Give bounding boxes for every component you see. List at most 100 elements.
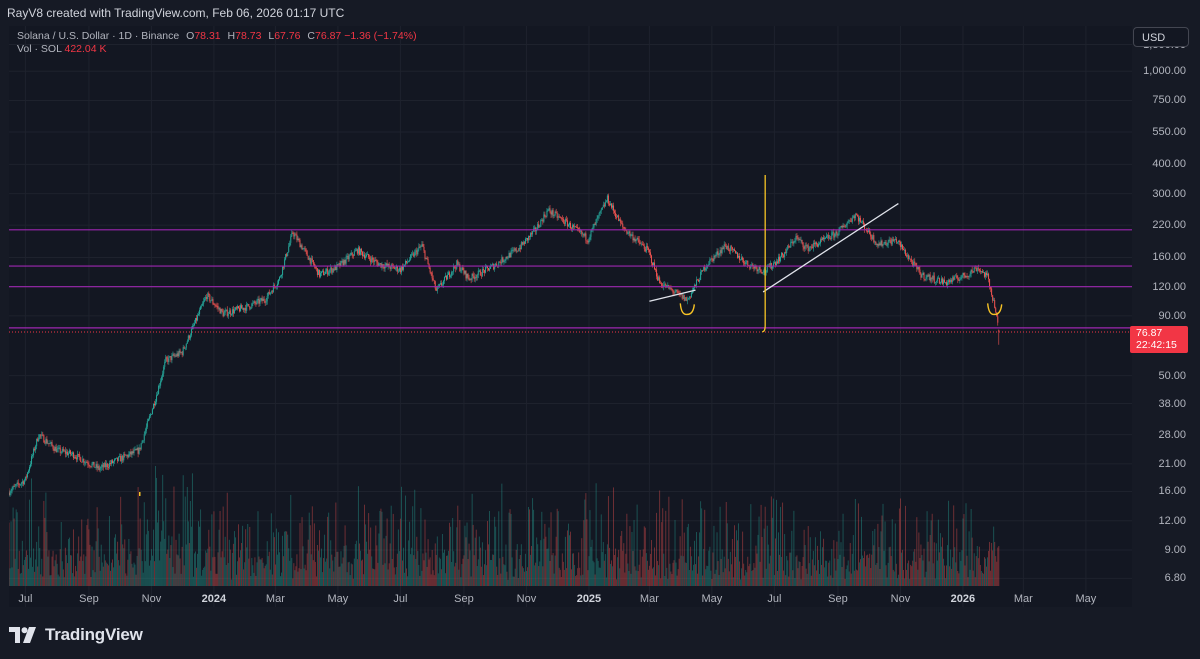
candle: [619, 218, 621, 222]
candle: [147, 418, 149, 422]
candle-body: [964, 274, 966, 278]
candle: [25, 474, 27, 481]
volume-bar: [423, 560, 425, 586]
volume-bar: [540, 540, 542, 586]
candle-body: [984, 272, 986, 277]
candle: [573, 223, 575, 230]
candle: [463, 267, 465, 276]
candle-body: [745, 262, 747, 264]
currency-button[interactable]: USD: [1133, 27, 1189, 47]
candle-body: [858, 217, 860, 222]
candle-body: [744, 263, 746, 264]
candle: [699, 277, 701, 284]
candle-body: [980, 271, 982, 272]
candle-body: [543, 214, 545, 222]
candle: [514, 247, 516, 252]
volume-bar: [378, 533, 380, 586]
volume-bar: [642, 549, 644, 586]
volume-bar: [898, 508, 900, 586]
candle: [997, 313, 999, 326]
candle-body: [992, 295, 994, 301]
volume-bar: [298, 568, 300, 586]
volume-bar: [123, 548, 125, 586]
candle-body: [174, 355, 176, 357]
candle-body: [86, 461, 88, 463]
candle: [935, 280, 937, 285]
candle-body: [258, 298, 260, 304]
candle: [976, 265, 978, 274]
candle-body: [114, 459, 116, 462]
candle-body: [987, 273, 989, 276]
candle: [399, 266, 401, 275]
candle-body: [811, 247, 813, 249]
candle-body: [714, 255, 716, 257]
volume-bar: [575, 576, 577, 586]
volume-bar: [82, 560, 84, 586]
volume-bar: [427, 539, 429, 586]
volume-bar: [266, 541, 268, 586]
candle-body: [647, 248, 649, 251]
low-label: L: [268, 30, 275, 42]
candle-body: [117, 457, 119, 461]
candle: [853, 214, 855, 222]
volume-bar: [342, 557, 344, 586]
candle: [847, 219, 849, 224]
candle: [472, 271, 474, 279]
candle: [878, 240, 880, 248]
candle: [308, 255, 310, 261]
candle: [446, 275, 448, 281]
candle-body: [690, 292, 692, 297]
candle-body: [186, 341, 188, 344]
candle-body: [216, 305, 218, 307]
volume-bar: [973, 553, 975, 586]
volume-bar: [851, 553, 853, 586]
price-chart[interactable]: [9, 26, 1132, 607]
tradingview-logo[interactable]: TradingView: [9, 624, 143, 646]
candle-body: [452, 271, 454, 273]
symbol-title[interactable]: Solana / U.S. Dollar · 1D · Binance: [17, 30, 180, 42]
volume-bar: [529, 509, 530, 586]
volume-bar: [418, 564, 420, 586]
candle-body: [661, 283, 663, 287]
volume-label[interactable]: Vol · SOL: [17, 43, 62, 55]
volume-bar: [573, 553, 575, 586]
candle: [349, 252, 351, 257]
candle-body: [928, 274, 930, 277]
candle: [94, 466, 96, 469]
volume-bar: [497, 574, 499, 586]
volume-bar: [124, 539, 126, 586]
candle: [621, 220, 623, 225]
candle-body: [567, 224, 569, 227]
candle-body: [961, 275, 963, 278]
x-tick-label: Sep: [79, 593, 99, 605]
volume-bar: [202, 569, 204, 586]
time-axis[interactable]: Jul Sep Nov 2024 Mar May Jul Sep Nov 2025 Mar May Ju…: [9, 588, 1132, 608]
candle-body: [671, 288, 673, 291]
candle-body: [165, 357, 167, 363]
candle-body: [580, 230, 582, 232]
candle-body: [711, 258, 713, 260]
chart-area[interactable]: [9, 26, 1132, 607]
candle: [663, 281, 665, 291]
volume-bar: [816, 545, 818, 586]
candle: [798, 237, 800, 243]
candle: [890, 237, 892, 247]
candle-body: [502, 257, 504, 262]
volume-bar: [70, 555, 71, 586]
volume-bar: [52, 550, 54, 586]
candle: [967, 275, 969, 280]
volume-bar: [275, 528, 277, 586]
price-axis[interactable]: 1,300.001,000.00750.00550.00400.00300.00…: [1132, 26, 1200, 607]
candle-body: [885, 242, 887, 246]
candle: [413, 251, 415, 258]
candle-body: [894, 238, 896, 240]
candle: [358, 245, 360, 256]
candle-body: [406, 260, 408, 263]
candle: [936, 276, 938, 284]
candle-body: [741, 257, 743, 260]
volume-bar: [503, 564, 505, 586]
candle-body: [398, 268, 400, 271]
candle: [702, 269, 704, 272]
candle-body: [463, 270, 465, 274]
volume-bar: [297, 571, 299, 586]
